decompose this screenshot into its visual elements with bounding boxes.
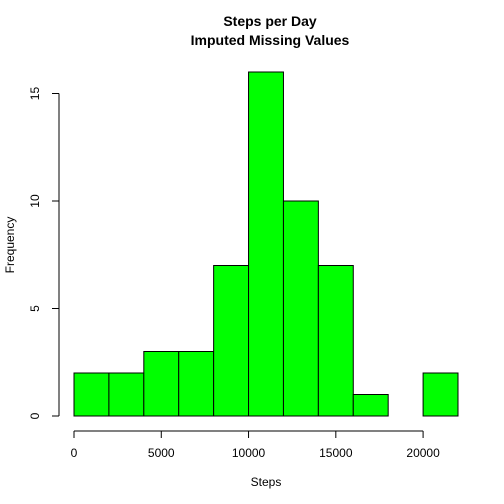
histogram-bar [143, 351, 180, 417]
x-tick-label: 0 [71, 446, 78, 460]
y-axis-label: Frequency [3, 217, 17, 274]
y-tick-label: 5 [28, 305, 42, 312]
x-axis: 0 5000 10000 15000 20000 [71, 430, 440, 460]
histogram-bar [213, 265, 250, 417]
y-tick-label: 0 [28, 412, 42, 419]
histogram-bar [178, 351, 215, 417]
histogram-bar [73, 372, 110, 417]
y-tick-label: 15 [28, 87, 42, 101]
chart-title: Steps per Day [223, 13, 317, 29]
histogram-bar [352, 394, 389, 417]
chart-subtitle: Imputed Missing Values [191, 32, 350, 48]
x-tick-label: 20000 [406, 446, 440, 460]
histogram-bar [108, 372, 145, 417]
histogram-bar [282, 200, 319, 417]
y-tick-label: 10 [28, 194, 42, 208]
y-axis: 0 5 10 15 [28, 87, 60, 419]
bars-group [73, 71, 459, 417]
x-tick-label: 10000 [232, 446, 266, 460]
x-tick-label: 5000 [148, 446, 175, 460]
histogram-bar [317, 265, 354, 417]
x-axis-label: Steps [251, 475, 282, 489]
histogram-bar [422, 372, 459, 417]
histogram-bar [248, 71, 284, 417]
x-tick-label: 15000 [319, 446, 353, 460]
